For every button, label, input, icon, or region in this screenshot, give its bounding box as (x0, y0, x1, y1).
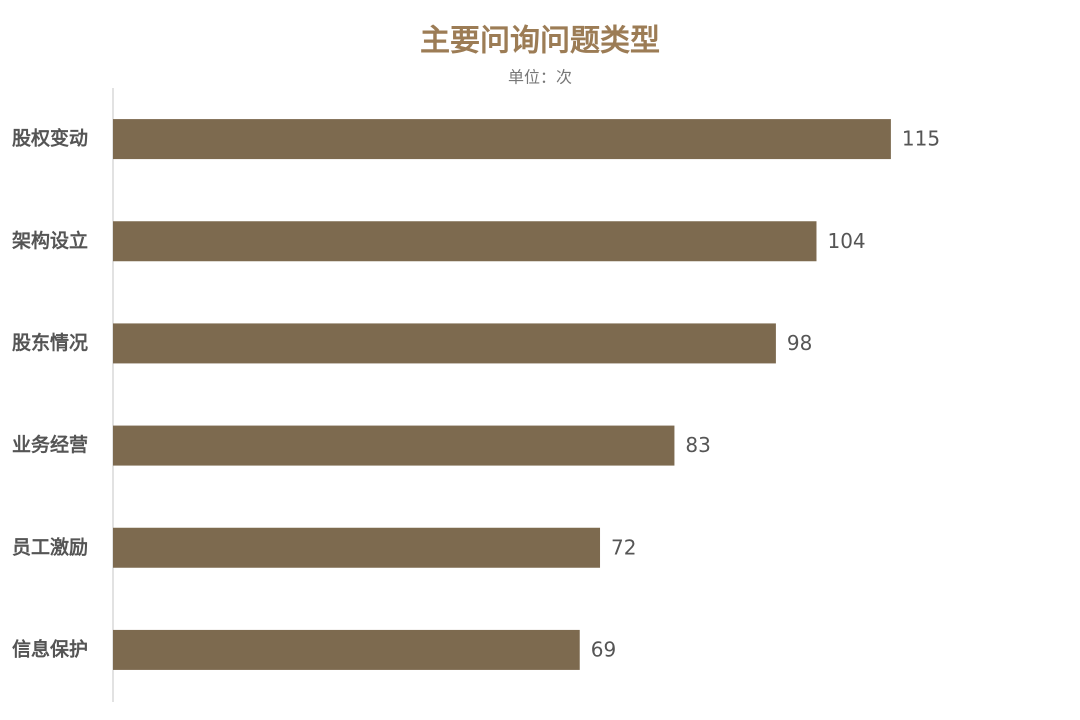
value-label: 69 (591, 637, 616, 661)
category-label: 股权变动 (12, 127, 88, 150)
bar (113, 221, 817, 262)
chart-title: 主要问询问题类型 (420, 24, 660, 59)
category-label: 员工激励 (12, 535, 88, 558)
bar (113, 527, 601, 568)
value-label: 104 (827, 229, 865, 253)
category-label: 业务经营 (12, 433, 88, 456)
value-label: 83 (685, 433, 710, 457)
bar (113, 119, 891, 160)
chart-subtitle: 单位：次 (508, 68, 572, 87)
category-label: 架构设立 (11, 229, 88, 252)
bar (113, 425, 675, 466)
category-label: 信息保护 (12, 637, 88, 660)
value-label: 115 (902, 127, 940, 151)
bar (113, 629, 580, 670)
category-label: 股东情况 (12, 331, 88, 354)
value-label: 98 (787, 331, 812, 355)
bar (113, 323, 776, 364)
value-label: 72 (611, 535, 636, 559)
